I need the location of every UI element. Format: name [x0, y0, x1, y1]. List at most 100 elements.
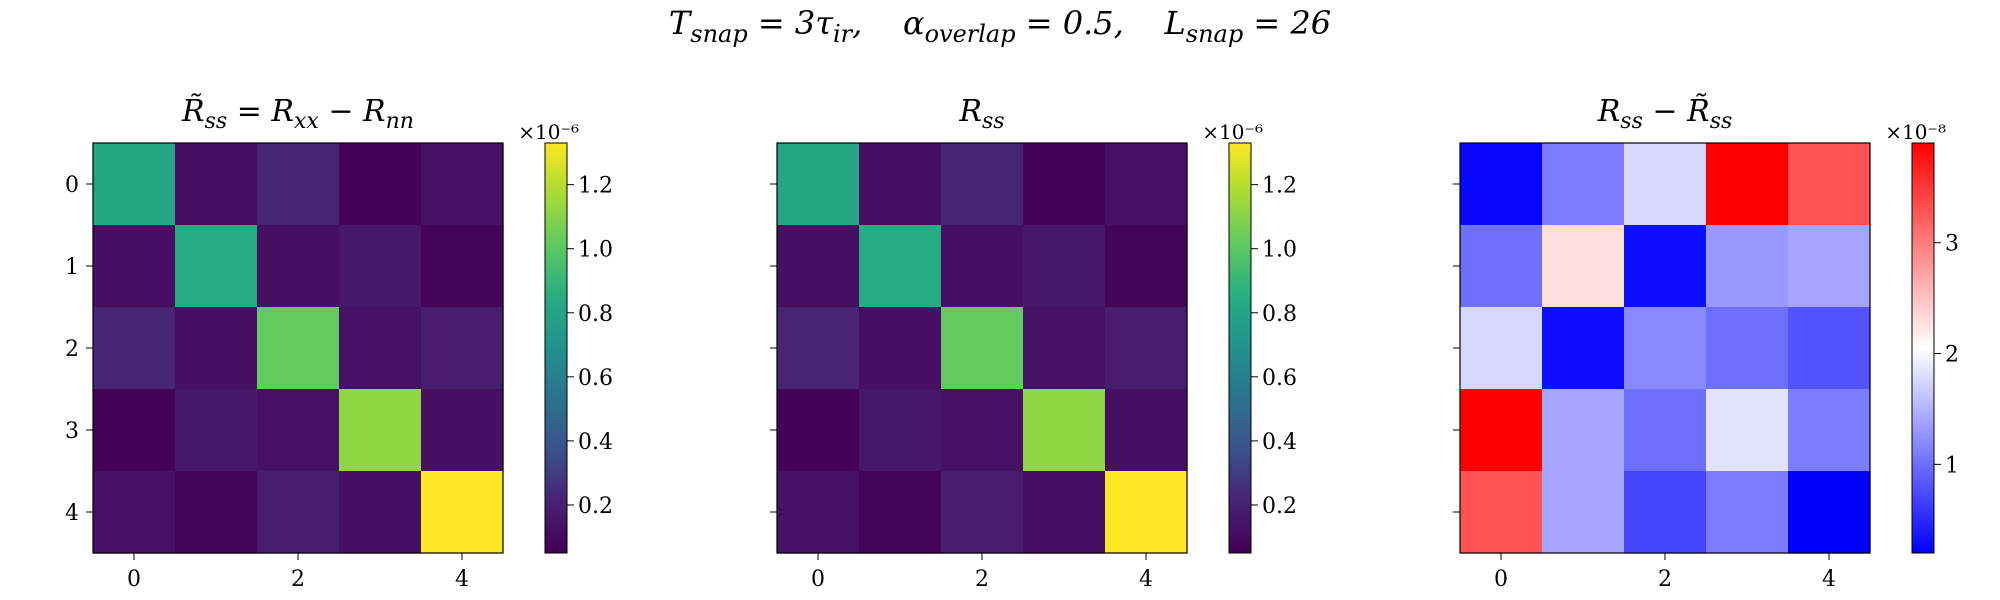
colorbar-tick-label: 3	[1945, 232, 1959, 257]
colorbar	[1228, 142, 1252, 554]
panel-title-part: xx	[294, 109, 319, 134]
heatmap-cell	[1023, 307, 1106, 390]
heatmap-cell	[1023, 471, 1106, 554]
heatmap-cell	[175, 225, 258, 308]
heatmap-cell	[175, 143, 258, 226]
heatmap-cell	[421, 307, 504, 390]
x-tick-label: 4	[1822, 567, 1836, 592]
figure-suptitle: Tsnap = 3τir, αoverlap = 0.5, Lsnap = 26	[0, 4, 2000, 48]
panel-title-part: − R	[319, 94, 386, 129]
colorbar-tick-label: 0.4	[578, 430, 613, 455]
heatmap-cell	[421, 225, 504, 308]
heatmap-cell	[1624, 225, 1707, 308]
heatmap-cell	[1624, 143, 1707, 226]
heatmap-cell	[257, 471, 340, 554]
y-tick-label: 3	[65, 419, 79, 444]
heatmap-cell	[1460, 389, 1543, 472]
colorbar-tick-label: 1.0	[1262, 238, 1297, 263]
panel-title-part: ss	[205, 109, 228, 134]
x-tick-label: 0	[127, 567, 141, 592]
suptitle-part: ir	[832, 20, 853, 48]
panel-title: Rss − R̃ss	[1597, 94, 1733, 134]
heatmap-cell	[1706, 307, 1789, 390]
heatmap-cell	[1542, 143, 1625, 226]
heatmap-cell	[1788, 389, 1871, 472]
colorbar-tick-label: 0.2	[1262, 494, 1297, 519]
heatmap-cell	[1706, 389, 1789, 472]
y-tick-label: 2	[65, 337, 79, 362]
heatmap-panel-0: R̃ss = Rxx − Rnn 0 1 2 3 4 0 2 4 ×10⁻⁶ 0.2 0.4 0.6 0.…	[65, 94, 613, 592]
panel-title: Rss	[958, 94, 1004, 134]
heatmap-cell	[1624, 307, 1707, 390]
heatmap-cell	[1542, 307, 1625, 390]
heatmap-cell	[1105, 471, 1188, 554]
suptitle-part: = 26	[1243, 4, 1332, 42]
heatmap-cell	[93, 471, 176, 554]
panel-title-part: ss	[1710, 109, 1733, 134]
colorbar-scale-label: ×10⁻⁶	[518, 120, 579, 144]
heatmap-cell	[941, 307, 1024, 390]
heatmap-cell	[339, 471, 422, 554]
heatmap-cell	[1105, 143, 1188, 226]
heatmap-cell	[941, 143, 1024, 226]
colorbar-scale-label: ×10⁻⁸	[1885, 120, 1946, 144]
heatmap-cell	[257, 143, 340, 226]
heatmap-panel-2: Rss − R̃ss 0 2 4 ×10⁻⁸ 1 2 3	[1453, 94, 1959, 592]
x-tick-label: 2	[975, 567, 989, 592]
heatmap-cell	[941, 389, 1024, 472]
heatmap-cell	[1788, 225, 1871, 308]
panel-title-part: = R	[227, 94, 294, 129]
suptitle-part: snap	[690, 20, 748, 48]
colorbar-tick-label: 0.6	[578, 366, 613, 391]
heatmap-cell	[421, 143, 504, 226]
heatmap-cell	[93, 225, 176, 308]
colorbar-tick-label: 0.6	[1262, 366, 1297, 391]
heatmap-cell	[257, 225, 340, 308]
heatmap-cell	[1788, 471, 1871, 554]
colorbar-tick-label: 1.2	[1262, 174, 1297, 199]
heatmap-cell	[1460, 143, 1543, 226]
heatmap-panel-1: Rss 0 2 4 ×10⁻⁶ 0.2 0.4 0.6 0.8 1.0 1.2	[770, 94, 1297, 592]
heatmap-cell	[1624, 389, 1707, 472]
heatmap-cell	[1105, 307, 1188, 390]
heatmap-cell	[175, 389, 258, 472]
heatmap-cell	[1460, 307, 1543, 390]
x-tick-label: 2	[1658, 567, 1672, 592]
colorbar-tick-label: 1	[1945, 453, 1959, 478]
y-tick-label: 1	[65, 255, 79, 280]
suptitle-part: , α	[852, 4, 925, 42]
heatmap-cell	[93, 307, 176, 390]
x-tick-label: 2	[291, 567, 305, 592]
heatmap-cell	[777, 307, 860, 390]
heatmap-cell	[859, 307, 942, 390]
heatmap-cell	[421, 389, 504, 472]
suptitle-part: = 0.5, L	[1015, 4, 1186, 42]
heatmap-cell	[257, 307, 340, 390]
heatmap-cell	[1706, 143, 1789, 226]
heatmap-cell	[1706, 225, 1789, 308]
heatmap-cell	[421, 471, 504, 554]
heatmap-cell	[1788, 307, 1871, 390]
colorbar-tick-label: 0.8	[578, 302, 613, 327]
colorbar	[1911, 142, 1935, 554]
heatmap-cell	[339, 307, 422, 390]
y-tick-label: 4	[65, 501, 79, 526]
heatmap-cell	[1023, 143, 1106, 226]
heatmap-cell	[777, 389, 860, 472]
heatmap-cell	[859, 225, 942, 308]
heatmap-cell	[941, 225, 1024, 308]
heatmap-cell	[859, 389, 942, 472]
heatmap-cell	[1460, 225, 1543, 308]
suptitle-part: snap	[1185, 20, 1244, 48]
heatmap-cell	[93, 389, 176, 472]
heatmap-cell	[1460, 471, 1543, 554]
heatmap-cell	[1542, 471, 1625, 554]
heatmap-cell	[339, 225, 422, 308]
heatmap-cell	[777, 471, 860, 554]
colorbar-tick-label: 1.2	[578, 174, 613, 199]
heatmap-cell	[941, 471, 1024, 554]
heatmap-cell	[339, 143, 422, 226]
suptitle-part: overlap	[924, 20, 1016, 48]
